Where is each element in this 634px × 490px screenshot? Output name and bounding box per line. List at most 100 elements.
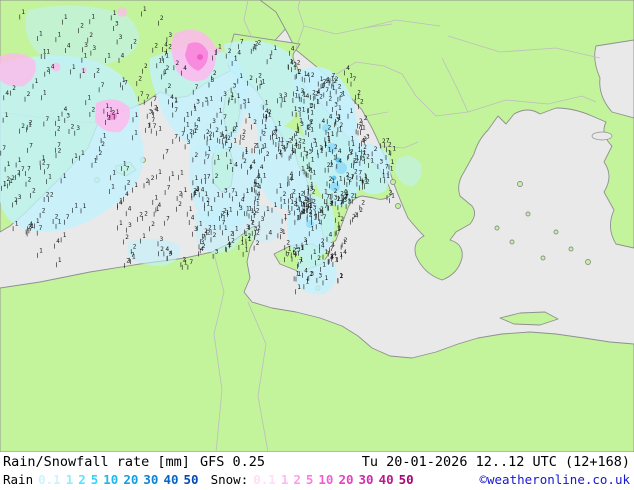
svg-text:7: 7	[326, 194, 330, 201]
svg-text:1: 1	[324, 188, 328, 195]
svg-text:4: 4	[200, 246, 204, 253]
svg-text:4: 4	[338, 158, 342, 165]
svg-text:1: 1	[296, 271, 300, 278]
svg-text:2: 2	[6, 176, 10, 183]
svg-text:3: 3	[310, 186, 314, 193]
svg-text:2: 2	[389, 190, 393, 197]
svg-text:1: 1	[123, 161, 127, 168]
svg-text:3: 3	[239, 205, 243, 212]
svg-text:2: 2	[42, 207, 46, 214]
svg-text:2: 2	[315, 90, 319, 97]
svg-text:1: 1	[297, 214, 301, 221]
svg-text:1: 1	[337, 115, 341, 122]
svg-text:1: 1	[357, 93, 361, 100]
svg-text:7: 7	[181, 131, 185, 138]
svg-text:3: 3	[298, 107, 302, 114]
svg-text:1: 1	[245, 149, 249, 156]
svg-text:1: 1	[234, 191, 238, 198]
svg-text:2: 2	[363, 144, 367, 151]
svg-text:1: 1	[364, 174, 368, 181]
svg-text:1: 1	[310, 127, 314, 134]
scale-value: 50	[398, 472, 414, 487]
svg-text:4: 4	[125, 191, 129, 198]
svg-text:2: 2	[57, 126, 61, 133]
svg-text:2: 2	[320, 206, 324, 213]
svg-text:1: 1	[335, 256, 339, 263]
svg-text:1: 1	[358, 147, 362, 154]
svg-text:1: 1	[304, 71, 308, 78]
svg-text:1: 1	[295, 86, 299, 93]
svg-text:1: 1	[310, 168, 314, 175]
svg-text:4: 4	[294, 142, 298, 149]
svg-text:2: 2	[302, 208, 306, 215]
svg-text:2: 2	[207, 230, 211, 237]
svg-text:4: 4	[234, 162, 238, 169]
svg-text:1: 1	[275, 134, 279, 141]
svg-text:1: 1	[247, 98, 251, 105]
svg-text:4: 4	[67, 43, 71, 50]
svg-text:1: 1	[280, 141, 284, 148]
svg-text:4: 4	[329, 231, 333, 238]
svg-text:7: 7	[352, 214, 356, 221]
svg-text:1: 1	[245, 246, 249, 253]
svg-text:1: 1	[274, 126, 278, 133]
svg-text:2: 2	[312, 188, 316, 195]
svg-text:2: 2	[160, 246, 164, 253]
svg-text:1: 1	[331, 253, 335, 260]
svg-text:2: 2	[319, 93, 323, 100]
svg-text:4: 4	[169, 250, 173, 257]
svg-text:1: 1	[109, 107, 113, 114]
svg-text:3: 3	[363, 136, 367, 143]
svg-text:2: 2	[231, 238, 235, 245]
svg-text:4: 4	[224, 134, 228, 141]
svg-text:2: 2	[144, 63, 148, 70]
svg-text:1: 1	[87, 95, 91, 102]
svg-text:1: 1	[356, 154, 360, 161]
svg-text:1: 1	[308, 166, 312, 173]
svg-text:2: 2	[228, 48, 232, 55]
svg-text:1: 1	[46, 49, 50, 56]
svg-text:1: 1	[350, 108, 354, 115]
svg-text:1: 1	[318, 219, 322, 226]
svg-text:2: 2	[297, 60, 301, 67]
svg-text:4: 4	[201, 187, 205, 194]
svg-text:3: 3	[246, 224, 250, 231]
svg-text:1: 1	[154, 194, 158, 201]
svg-text:2: 2	[256, 208, 260, 215]
svg-text:1: 1	[298, 192, 302, 199]
svg-text:2: 2	[195, 152, 199, 159]
svg-text:4: 4	[291, 45, 295, 52]
svg-text:1: 1	[364, 173, 368, 180]
svg-text:7: 7	[101, 82, 105, 89]
svg-text:1: 1	[134, 130, 138, 137]
svg-text:2: 2	[213, 70, 217, 77]
svg-text:2: 2	[340, 122, 344, 129]
scale-value: 20	[123, 472, 139, 487]
svg-text:1: 1	[320, 76, 324, 83]
svg-text:3: 3	[254, 225, 258, 232]
svg-text:1: 1	[266, 206, 270, 213]
svg-text:2: 2	[268, 109, 272, 116]
svg-text:1: 1	[330, 254, 334, 261]
svg-text:3: 3	[334, 102, 338, 109]
svg-text:1: 1	[208, 146, 212, 153]
svg-text:1: 1	[331, 131, 335, 138]
svg-text:2: 2	[334, 188, 338, 195]
svg-text:7: 7	[385, 164, 389, 171]
svg-text:1: 1	[359, 176, 363, 183]
svg-text:1: 1	[81, 150, 85, 157]
svg-text:1: 1	[245, 146, 249, 153]
svg-text:3: 3	[366, 133, 370, 140]
svg-text:3: 3	[279, 93, 283, 100]
svg-text:3: 3	[310, 103, 314, 110]
svg-text:1: 1	[320, 148, 324, 155]
svg-text:4: 4	[306, 72, 310, 79]
svg-text:7: 7	[21, 166, 25, 173]
svg-text:1: 1	[391, 193, 395, 200]
svg-text:2: 2	[50, 192, 54, 199]
svg-text:2: 2	[28, 224, 32, 231]
svg-text:2: 2	[308, 202, 312, 209]
svg-text:1: 1	[253, 43, 257, 50]
svg-text:1: 1	[58, 32, 62, 39]
